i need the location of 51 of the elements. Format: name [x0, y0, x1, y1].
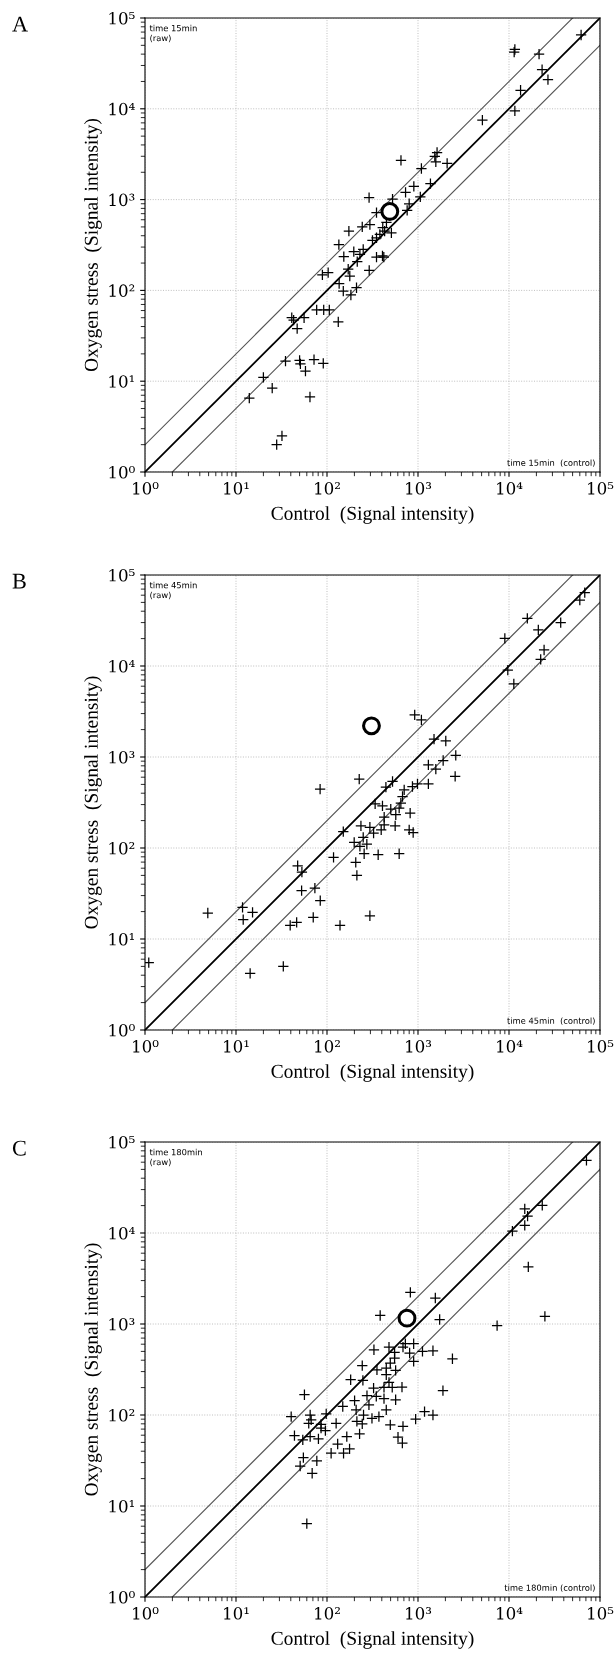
x-tick-label: 10²: [315, 482, 340, 495]
annotation: time 45min (raw): [149, 581, 197, 600]
y-tick-label: 10³: [109, 193, 135, 207]
y-axis-title: Oxygen stress (Signal intensity): [84, 676, 102, 929]
annotation: time 180min (raw): [149, 1148, 202, 1167]
y-tick-label: 10³: [109, 750, 135, 764]
chart-title: A: [12, 16, 28, 32]
chart-title: B: [12, 573, 26, 589]
x-tick-label: 10⁵: [588, 482, 614, 495]
y-tick-label: 10⁴: [109, 1226, 135, 1240]
x-tick-label: 10³: [406, 482, 432, 495]
annotation: time 180min (control): [504, 1584, 595, 1592]
annotation: time 15min (raw): [149, 24, 197, 43]
y-tick-label: 10²: [109, 1408, 135, 1422]
y-tick-label: 10⁰: [109, 1023, 135, 1037]
x-tick-label: 10⁴: [497, 482, 523, 495]
y-tick-label: 10⁰: [109, 465, 135, 479]
x-axis-title: Control (Signal intensity): [271, 1064, 474, 1082]
x-axis-title: Control (Signal intensity): [271, 506, 474, 524]
y-tick-label: 10⁰: [109, 1590, 135, 1604]
y-tick-label: 10¹: [109, 375, 134, 388]
y-tick-label: 10²: [109, 841, 135, 855]
x-tick-label: 10²: [315, 1040, 340, 1053]
annotation: time 15min (control): [507, 459, 595, 467]
x-tick-label: 10⁰: [133, 1040, 159, 1053]
y-tick-label: 10¹: [109, 932, 134, 946]
x-tick-label: 10⁴: [497, 1040, 523, 1053]
y-axis-title: Oxygen stress (Signal intensity): [84, 118, 102, 372]
x-tick-label: 10¹: [224, 1040, 249, 1053]
y-tick-label: 10⁵: [109, 11, 135, 25]
y-tick-label: 10²: [109, 284, 135, 297]
x-tick-label: 10²: [315, 1607, 340, 1620]
y-tick-label: 10⁵: [109, 568, 135, 582]
annotation: time 45min (control): [507, 1017, 595, 1025]
y-tick-label: 10³: [109, 1317, 135, 1331]
y-tick-label: 10¹: [109, 1499, 134, 1513]
x-tick-label: 10³: [406, 1040, 432, 1053]
chart-title: C: [12, 1140, 26, 1156]
x-tick-label: 10⁴: [497, 1607, 523, 1620]
x-tick-label: 10⁰: [133, 482, 159, 495]
x-tick-label: 10¹: [224, 482, 249, 495]
y-tick-label: 10⁴: [109, 659, 135, 673]
x-tick-label: 10⁵: [588, 1607, 614, 1620]
x-tick-label: 10³: [406, 1607, 432, 1620]
y-axis-title: Oxygen stress (Signal intensity): [84, 1243, 102, 1496]
x-tick-label: 10⁵: [588, 1040, 614, 1053]
y-tick-label: 10⁵: [109, 1135, 135, 1149]
x-axis-title: Control (Signal intensity): [271, 1631, 474, 1649]
x-tick-label: 10¹: [224, 1607, 249, 1620]
y-tick-label: 10⁴: [109, 102, 135, 116]
x-tick-label: 10⁰: [133, 1607, 159, 1620]
